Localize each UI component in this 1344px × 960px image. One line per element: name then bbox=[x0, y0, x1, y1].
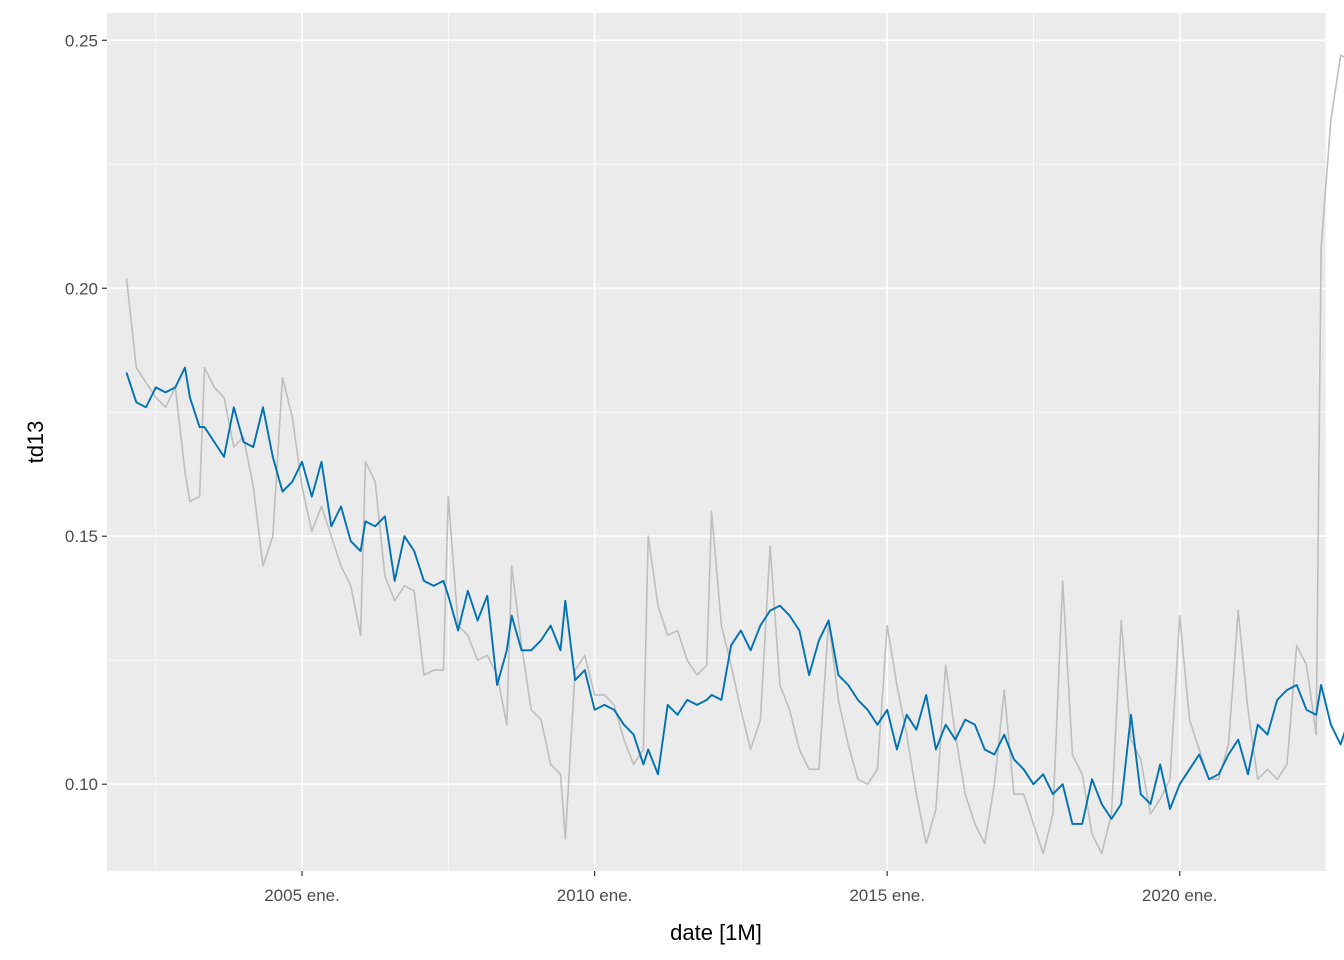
x-tick-label: 2005 ene. bbox=[264, 886, 340, 905]
y-tick-label: 0.15 bbox=[65, 527, 98, 546]
y-axis: 0.10 0.15 0.20 0.25 bbox=[65, 31, 107, 794]
series-layer bbox=[125, 54, 1344, 855]
x-axis-title: date [1M] bbox=[670, 920, 762, 945]
x-axis: 2005 ene. 2010 ene. 2015 ene. 2020 ene. bbox=[264, 871, 1218, 905]
x-tick-label: 2020 ene. bbox=[1142, 886, 1218, 905]
y-tick-label: 0.10 bbox=[65, 775, 98, 794]
x-tick-label: 2010 ene. bbox=[557, 886, 633, 905]
minor-gridlines bbox=[107, 13, 1327, 871]
y-tick-label: 0.25 bbox=[65, 31, 98, 50]
y-axis-title: td13 bbox=[23, 421, 48, 464]
series-line-fitted bbox=[125, 366, 1344, 825]
major-gridlines bbox=[107, 13, 1326, 871]
x-tick-label: 2015 ene. bbox=[849, 886, 925, 905]
series-line-observed bbox=[125, 54, 1344, 855]
y-tick-label: 0.20 bbox=[65, 279, 98, 298]
plot-panel bbox=[107, 13, 1326, 871]
